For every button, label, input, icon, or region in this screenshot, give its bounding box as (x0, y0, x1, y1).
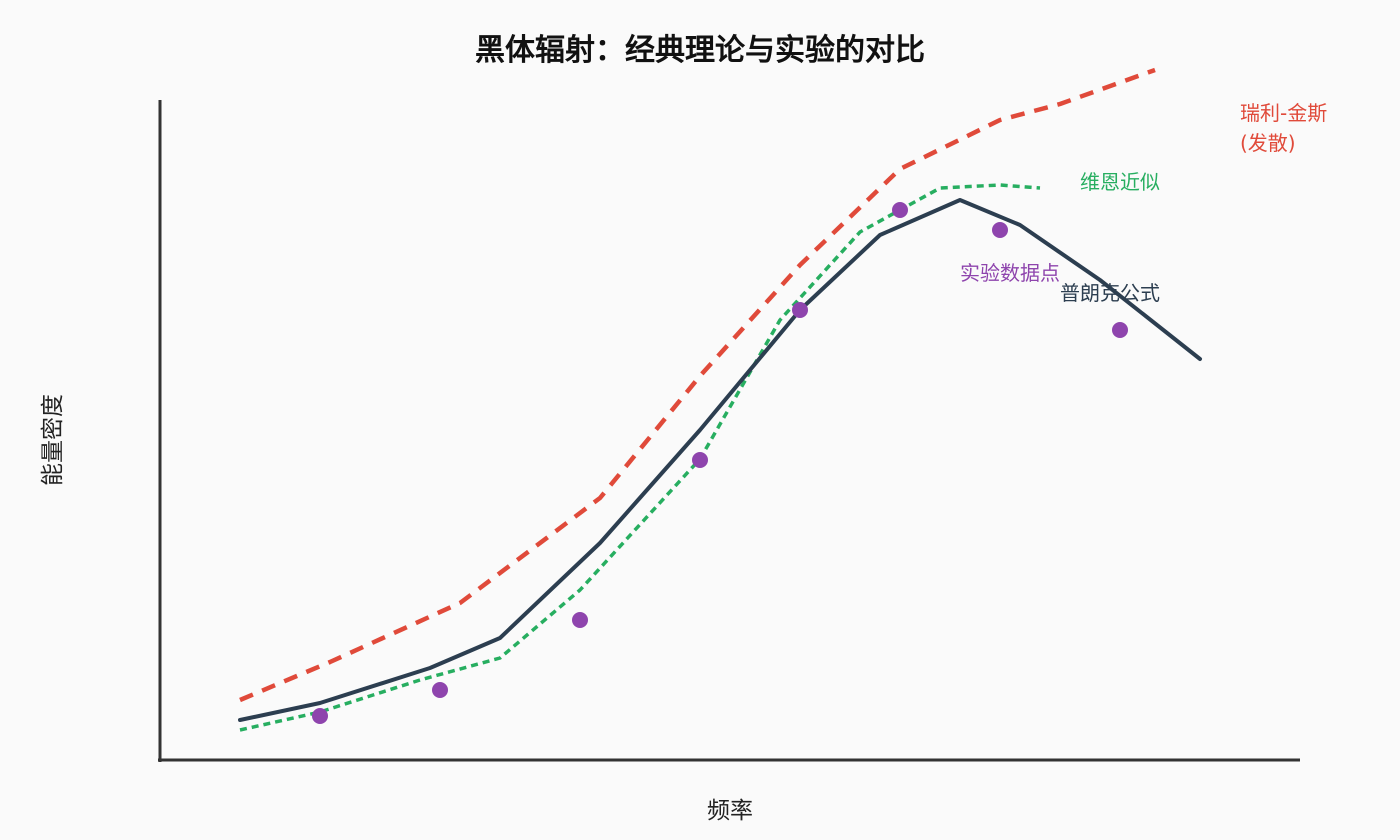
data-point (1112, 322, 1128, 338)
axes (158, 100, 1300, 762)
series-layer (238, 67, 1202, 732)
data-point (572, 612, 588, 628)
x-axis-label: 频率 (707, 798, 753, 824)
data-point (432, 682, 448, 698)
planck-line (238, 198, 1202, 722)
rayleigh-label: (发散) (1240, 131, 1296, 155)
data-point (792, 302, 808, 318)
data-point (992, 222, 1008, 238)
data-point (312, 708, 328, 724)
experiment-label: 实验数据点 (960, 261, 1060, 285)
chart-title: 黑体辐射：经典理论与实验的对比 (475, 33, 925, 68)
data-point (692, 452, 708, 468)
experiment-series (312, 202, 1128, 724)
rayleigh-label: 瑞利-金斯 (1240, 101, 1327, 125)
rayleigh-line (239, 67, 1156, 703)
planck-label: 普朗克公式 (1060, 281, 1160, 305)
data-point (892, 202, 908, 218)
y-axis-label: 能量密度 (40, 394, 66, 486)
wien-label: 维恩近似 (1080, 170, 1160, 194)
